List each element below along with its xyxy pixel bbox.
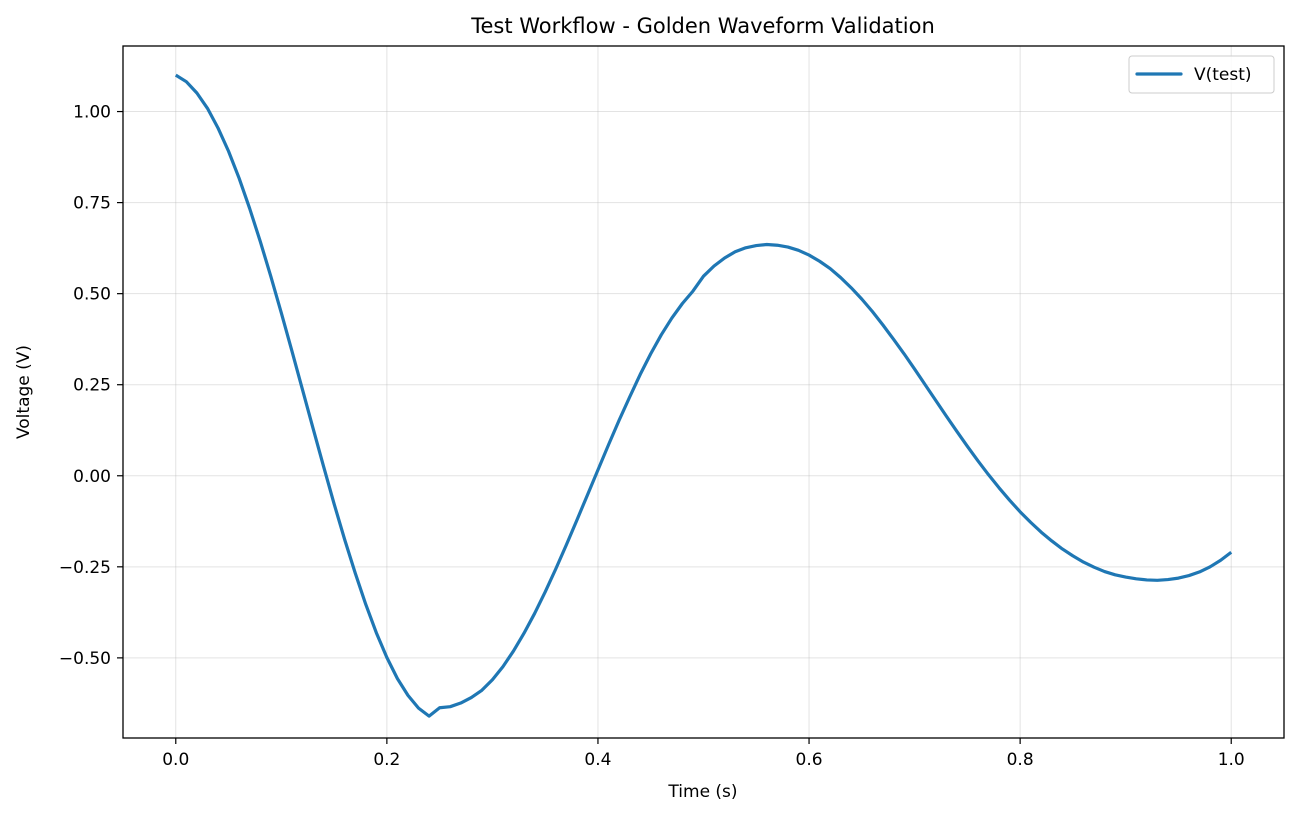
x-tick-label: 0.8: [1007, 750, 1034, 770]
legend-box: [1128, 55, 1275, 94]
x-tick-label: 1.0: [1218, 750, 1245, 770]
x-axis-label: Time (s): [667, 782, 737, 802]
x-tick-label: 0.6: [796, 750, 823, 770]
x-tick-label: 0.0: [162, 750, 189, 770]
y-tick-label: −0.25: [59, 558, 111, 578]
legend: V(test): [1128, 55, 1275, 94]
chart-title: Test Workflow - Golden Waveform Validati…: [470, 14, 935, 38]
x-tick-label: 0.4: [584, 750, 611, 770]
x-tick-label: 0.2: [373, 750, 400, 770]
y-tick-label: 0.00: [73, 467, 111, 487]
y-tick-label: 0.75: [73, 194, 111, 214]
legend-label-v-test: V(test): [1194, 65, 1252, 85]
y-tick-label: 1.00: [73, 103, 111, 123]
y-tick-label: 0.25: [73, 376, 111, 396]
y-axis-label: Voltage (V): [14, 345, 34, 439]
series-line-v-test: [174, 73, 1233, 718]
series-layer: [174, 73, 1233, 718]
y-axis-ticks: 1.00 0.75 0.50 0.25 0.00 −0.25 −0.50: [59, 103, 123, 669]
x-axis-ticks: 0.0 0.2 0.4 0.6 0.8 1.0: [162, 738, 1245, 770]
y-tick-label: −0.50: [59, 649, 111, 669]
plot-area-frame: [122, 45, 1285, 739]
y-tick-label: 0.50: [73, 285, 111, 305]
grid: [123, 46, 1284, 738]
